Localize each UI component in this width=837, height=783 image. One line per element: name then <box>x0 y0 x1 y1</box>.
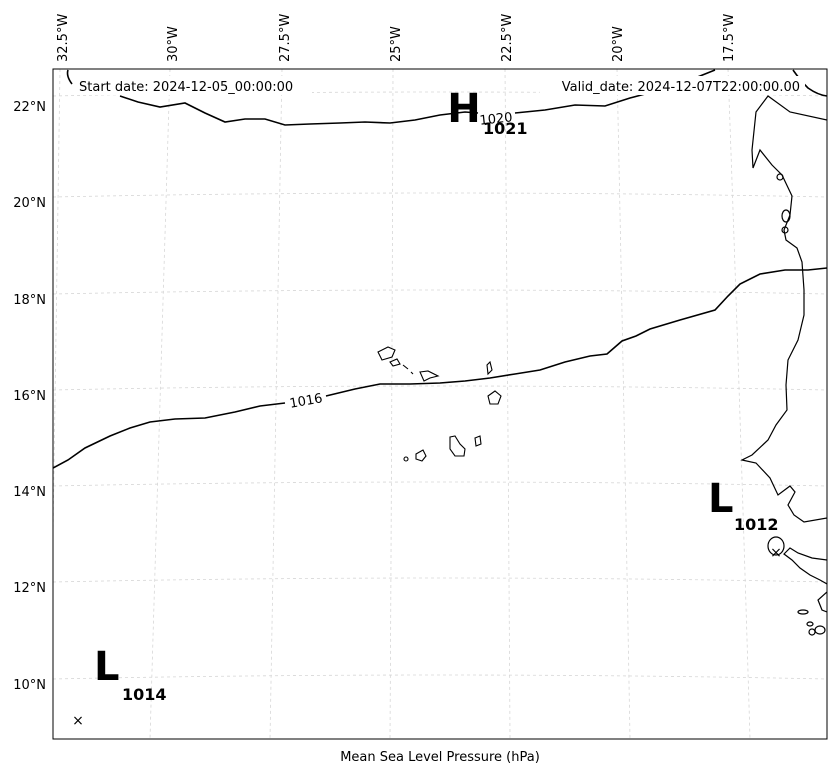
low-pressure-value-east: 1012 <box>734 515 779 534</box>
lon-label-30w: 30°W <box>166 26 181 62</box>
island-maio <box>474 435 482 447</box>
bijagos-island-2 <box>806 621 814 627</box>
canary-island-3 <box>776 173 784 181</box>
bijagos-coast <box>817 591 827 613</box>
island-sao-vicente <box>389 358 401 367</box>
map-frame <box>52 68 828 740</box>
africa-coast-south <box>783 547 827 585</box>
lon-label-17-5w: 17.5°W <box>722 14 737 62</box>
latitude-labels: 22°N 20°N 18°N 16°N 14°N 12°N 10°N <box>13 100 46 693</box>
lat-label-18n: 18°N <box>13 293 46 308</box>
low-pressure-letter-east: L <box>708 476 734 522</box>
island-sao-nicolau <box>419 370 440 382</box>
canary-island-2 <box>781 226 789 234</box>
lat-label-16n: 16°N <box>13 389 46 404</box>
valid-date-text: Valid_date: 2024-12-07T22:00:00.00 <box>562 80 800 95</box>
high-pressure-letter: H <box>447 86 480 132</box>
isobar-label-1016: 1016 <box>288 391 323 412</box>
start-date-background <box>74 76 312 95</box>
islet-2 <box>410 371 414 375</box>
island-sal <box>486 360 493 376</box>
valid-date-background <box>540 76 805 95</box>
islet-1 <box>402 364 409 370</box>
lat-label-12n: 12°N <box>13 581 46 596</box>
island-fogo <box>415 449 427 462</box>
lon-label-20w: 20°W <box>611 26 626 62</box>
island-boa-vista <box>487 390 502 405</box>
graticule <box>53 69 827 739</box>
low-center-marker-east: × <box>770 545 782 561</box>
low-center-marker-southwest: × <box>72 713 84 729</box>
bijagos-island-1 <box>797 609 809 615</box>
lon-label-27-5w: 27.5°W <box>278 14 293 62</box>
isobars <box>53 69 827 469</box>
canary-island <box>781 209 791 223</box>
lat-label-14n: 14°N <box>13 485 46 500</box>
lat-label-20n: 20°N <box>13 196 46 211</box>
longitude-labels: 32.5°W 30°W 27.5°W 25°W 22.5°W 20°W 17.5… <box>56 14 737 62</box>
island-santiago <box>449 435 466 457</box>
isobar-1020-arc-left <box>66 69 73 85</box>
africa-coast <box>740 95 827 523</box>
cape-verde-islands <box>377 346 502 462</box>
lon-label-22-5w: 22.5°W <box>500 14 515 62</box>
isobar-1020-arc-right <box>792 69 827 97</box>
isobar-1016 <box>53 267 827 469</box>
lon-label-25w: 25°W <box>389 26 404 62</box>
coastline <box>740 95 827 636</box>
low-pressure-letter-southwest: L <box>94 644 120 690</box>
lon-label-32-5w: 32.5°W <box>56 14 71 62</box>
lat-label-22n: 22°N <box>13 100 46 115</box>
start-date-text: Start date: 2024-12-05_00:00:00 <box>79 80 293 95</box>
island-brava <box>403 456 409 462</box>
isobar-label-1020: 1020 <box>479 110 513 128</box>
map-caption: Mean Sea Level Pressure (hPa) <box>340 750 540 765</box>
bijagos-island-3 <box>814 625 826 635</box>
bijagos-island-4 <box>808 628 816 636</box>
gambia-island <box>767 536 785 556</box>
lat-label-10n: 10°N <box>13 678 46 693</box>
island-santo-antao <box>377 346 396 361</box>
high-pressure-value: 1021 <box>483 119 528 138</box>
low-pressure-value-southwest: 1014 <box>122 685 167 704</box>
